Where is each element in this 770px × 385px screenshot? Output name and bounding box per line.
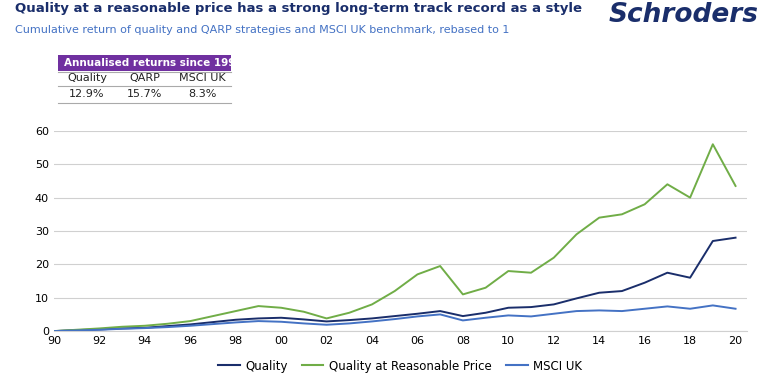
Text: Cumulative return of quality and QARP strategies and MSCI UK benchmark, rebased : Cumulative return of quality and QARP st… bbox=[15, 25, 510, 35]
Text: QARP: QARP bbox=[129, 73, 160, 83]
Text: Schroders: Schroders bbox=[608, 2, 758, 28]
Text: Quality at a reasonable price has a strong long-term track record as a style: Quality at a reasonable price has a stro… bbox=[15, 2, 582, 15]
Legend: Quality, Quality at Reasonable Price, MSCI UK: Quality, Quality at Reasonable Price, MS… bbox=[213, 355, 588, 377]
Text: 12.9%: 12.9% bbox=[69, 89, 105, 99]
Text: 8.3%: 8.3% bbox=[189, 89, 216, 99]
Text: MSCI UK: MSCI UK bbox=[179, 73, 226, 83]
Text: 15.7%: 15.7% bbox=[127, 89, 162, 99]
Text: Quality: Quality bbox=[67, 73, 107, 83]
Text: Annualised returns since 1990: Annualised returns since 1990 bbox=[64, 58, 243, 68]
